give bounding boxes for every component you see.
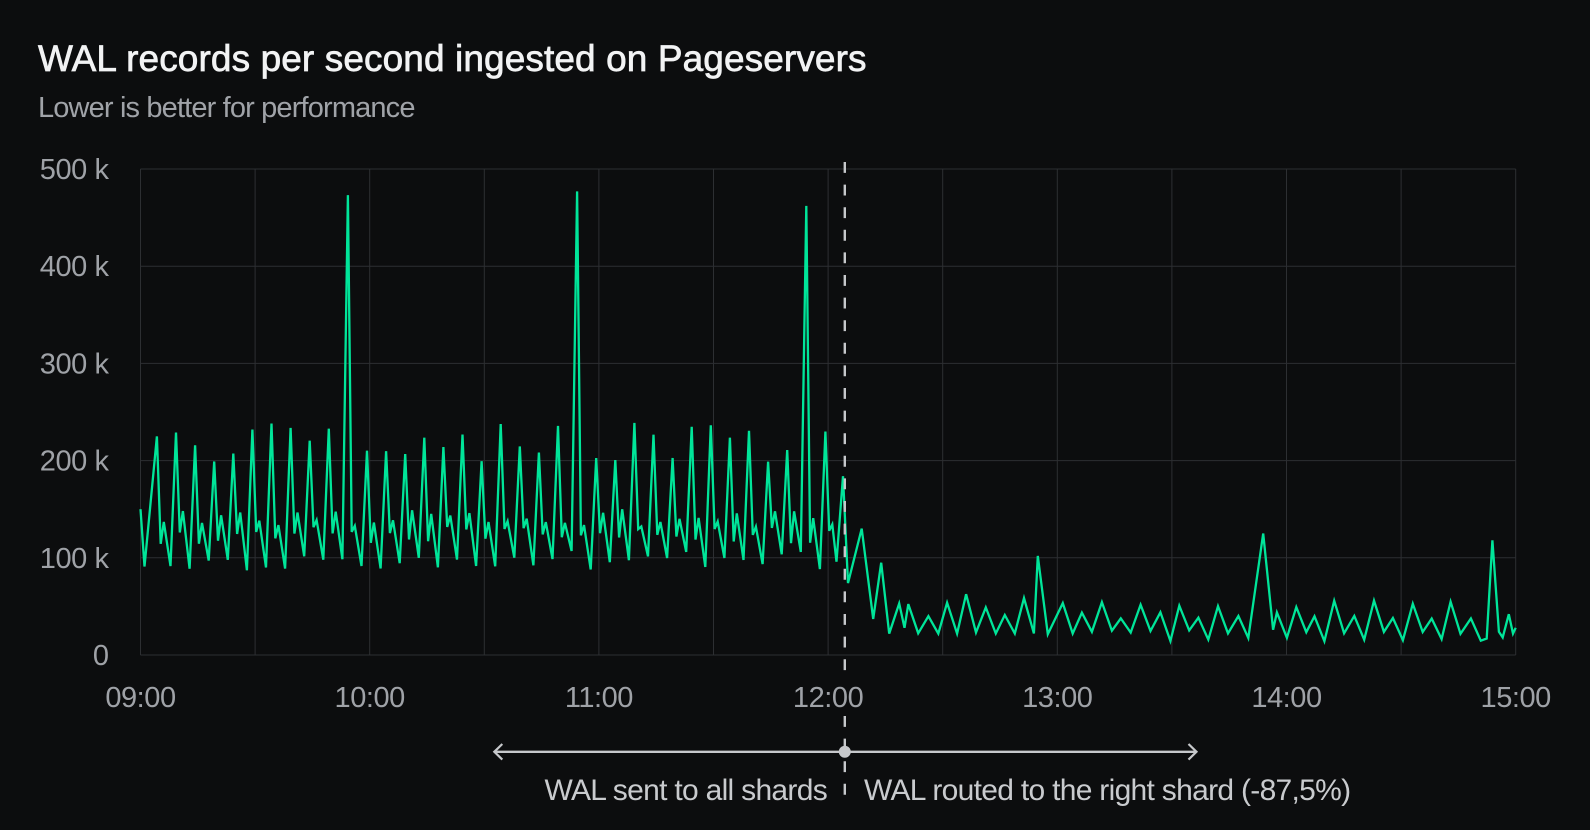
svg-text:11:00: 11:00 [565, 682, 633, 714]
svg-text:09:00: 09:00 [105, 682, 175, 714]
svg-text:15:00: 15:00 [1481, 682, 1551, 714]
svg-text:14:00: 14:00 [1251, 682, 1321, 714]
svg-text:400 k: 400 k [40, 251, 110, 283]
svg-text:300 k: 300 k [40, 348, 110, 380]
svg-text:WAL routed to the right shard: WAL routed to the right shard (-87,5%) [864, 774, 1350, 807]
svg-text:WAL sent to all shards: WAL sent to all shards [544, 774, 827, 807]
svg-text:12:00: 12:00 [793, 682, 863, 714]
svg-text:10:00: 10:00 [335, 682, 405, 714]
svg-text:Lower is better for performanc: Lower is better for performance [38, 92, 415, 124]
svg-text:200 k: 200 k [40, 446, 110, 478]
svg-text:100 k: 100 k [40, 543, 110, 575]
svg-text:500 k: 500 k [40, 154, 110, 186]
svg-text:WAL records per second ingeste: WAL records per second ingested on Pages… [38, 38, 867, 79]
svg-text:0: 0 [93, 640, 109, 672]
svg-text:13:00: 13:00 [1022, 682, 1092, 714]
